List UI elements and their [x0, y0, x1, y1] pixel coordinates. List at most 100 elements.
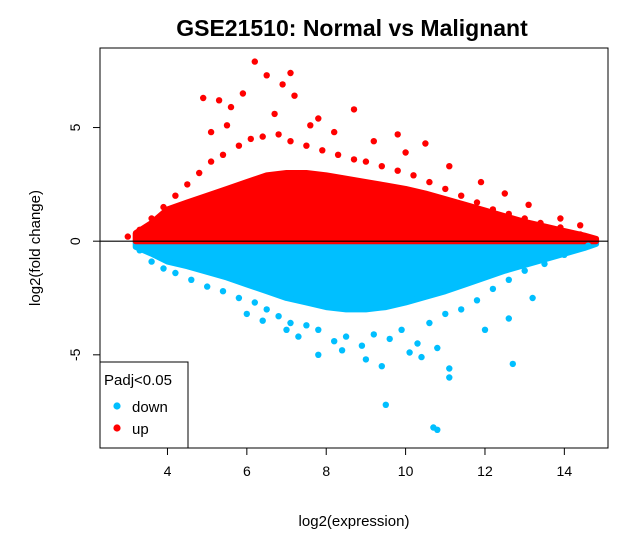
down-point	[541, 260, 548, 268]
up-point	[271, 110, 278, 118]
up-point	[446, 163, 453, 170]
down-point	[414, 340, 421, 347]
up-point	[251, 58, 258, 65]
down-point	[378, 363, 385, 370]
up-point	[394, 131, 401, 138]
up-point	[184, 181, 191, 188]
up-point	[279, 81, 286, 88]
down-point	[160, 265, 167, 272]
y-axis: -5 0 5	[67, 123, 100, 361]
x-axis: 4 6 8 10 12 14	[164, 448, 573, 479]
down-point	[338, 347, 346, 354]
up-point	[588, 235, 596, 243]
down-point	[434, 344, 441, 352]
y-tick-label: -5	[67, 348, 83, 361]
up-point	[350, 156, 358, 163]
up-point	[557, 215, 564, 222]
up-point	[442, 185, 449, 193]
down-point	[505, 315, 512, 322]
x-tick-label: 10	[398, 463, 414, 479]
x-tick-label: 4	[164, 463, 172, 479]
down-point	[370, 331, 377, 338]
up-point	[557, 224, 564, 231]
legend-label-up: up	[132, 421, 149, 438]
down-point	[418, 353, 425, 361]
up-point	[331, 128, 338, 136]
down-point	[219, 288, 227, 295]
up-point	[394, 167, 401, 174]
up-point	[319, 147, 326, 154]
legend-marker-down	[113, 402, 121, 410]
down-point	[386, 335, 393, 343]
up-point	[362, 158, 370, 165]
legend-marker-up	[113, 424, 121, 432]
plot-area	[100, 58, 608, 433]
down-point	[505, 276, 512, 283]
down-point	[426, 319, 433, 327]
down-point	[561, 251, 568, 258]
up-point	[235, 142, 243, 149]
up-point	[303, 142, 310, 149]
down-point	[434, 426, 441, 433]
down-point	[362, 356, 370, 363]
down-point	[243, 310, 250, 318]
down-point	[287, 319, 294, 327]
up-point	[422, 140, 429, 147]
x-tick-label: 8	[322, 463, 330, 479]
up-point	[275, 131, 282, 138]
up-point	[196, 169, 203, 177]
down-point	[509, 360, 516, 368]
up-point	[259, 133, 266, 140]
up-point	[223, 122, 231, 129]
up-point	[215, 97, 223, 104]
chart-title: GSE21510: Normal vs Malignant	[176, 15, 528, 41]
up-point	[477, 178, 485, 186]
up-point	[136, 226, 143, 233]
up-point	[160, 203, 167, 211]
y-tick-label: 0	[67, 237, 83, 245]
up-point	[227, 103, 235, 111]
up-point	[291, 92, 298, 99]
up-point	[521, 215, 528, 222]
down-point	[188, 276, 195, 283]
up-point	[489, 206, 497, 213]
x-axis-label: log2(expression)	[299, 513, 410, 530]
up-point	[501, 190, 508, 197]
y-axis-label: log2(fold change)	[27, 190, 44, 306]
up-point	[350, 106, 358, 113]
up-point	[207, 158, 215, 165]
up-point	[473, 199, 481, 206]
up-point	[426, 178, 433, 186]
down-point	[489, 285, 497, 293]
down-point	[358, 342, 366, 349]
x-tick-label: 14	[557, 463, 573, 479]
down-point	[442, 310, 449, 318]
x-tick-label: 6	[243, 463, 251, 479]
up-point	[410, 172, 417, 179]
down-point	[481, 326, 489, 333]
up-point	[370, 138, 377, 145]
down-point-cloud	[132, 238, 600, 313]
y-tick-label: 5	[67, 123, 83, 131]
down-point	[263, 306, 270, 313]
down-point	[342, 333, 350, 340]
up-point	[263, 72, 270, 79]
down-point	[251, 299, 258, 306]
up-point	[207, 128, 215, 136]
down-point	[235, 294, 243, 302]
up-point	[287, 138, 294, 145]
up-point	[378, 163, 385, 170]
up-point	[172, 192, 179, 199]
up-point	[458, 192, 465, 199]
up-point	[577, 222, 584, 229]
down-point	[529, 294, 536, 302]
up-point	[200, 94, 207, 102]
up-point	[124, 233, 131, 240]
down-point	[458, 306, 465, 313]
down-point	[283, 326, 290, 333]
up-point	[525, 201, 532, 208]
down-point	[585, 242, 592, 249]
legend: Padj<0.05 down up	[99, 361, 189, 449]
